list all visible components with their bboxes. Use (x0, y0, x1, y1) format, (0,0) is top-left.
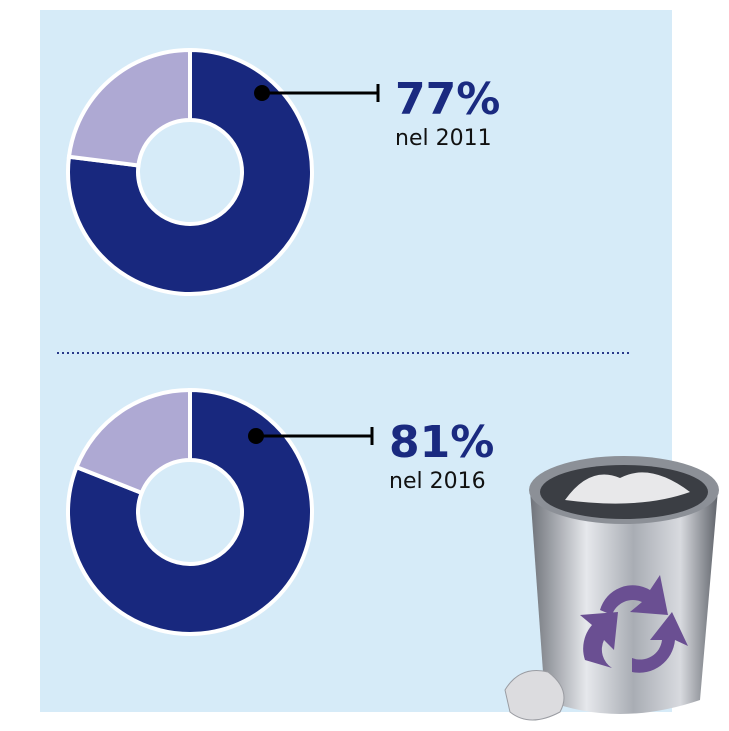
pie-segment (66, 47, 314, 296)
pie-segment (66, 387, 314, 636)
pie-segment (73, 387, 192, 496)
annotation: nel 2016 (389, 469, 486, 494)
trash-can (504, 456, 719, 721)
value-label: 77% (395, 74, 500, 125)
annotation: nel 2011 (395, 126, 492, 151)
value-label: 81% (389, 417, 494, 468)
pie-segment (66, 47, 192, 168)
